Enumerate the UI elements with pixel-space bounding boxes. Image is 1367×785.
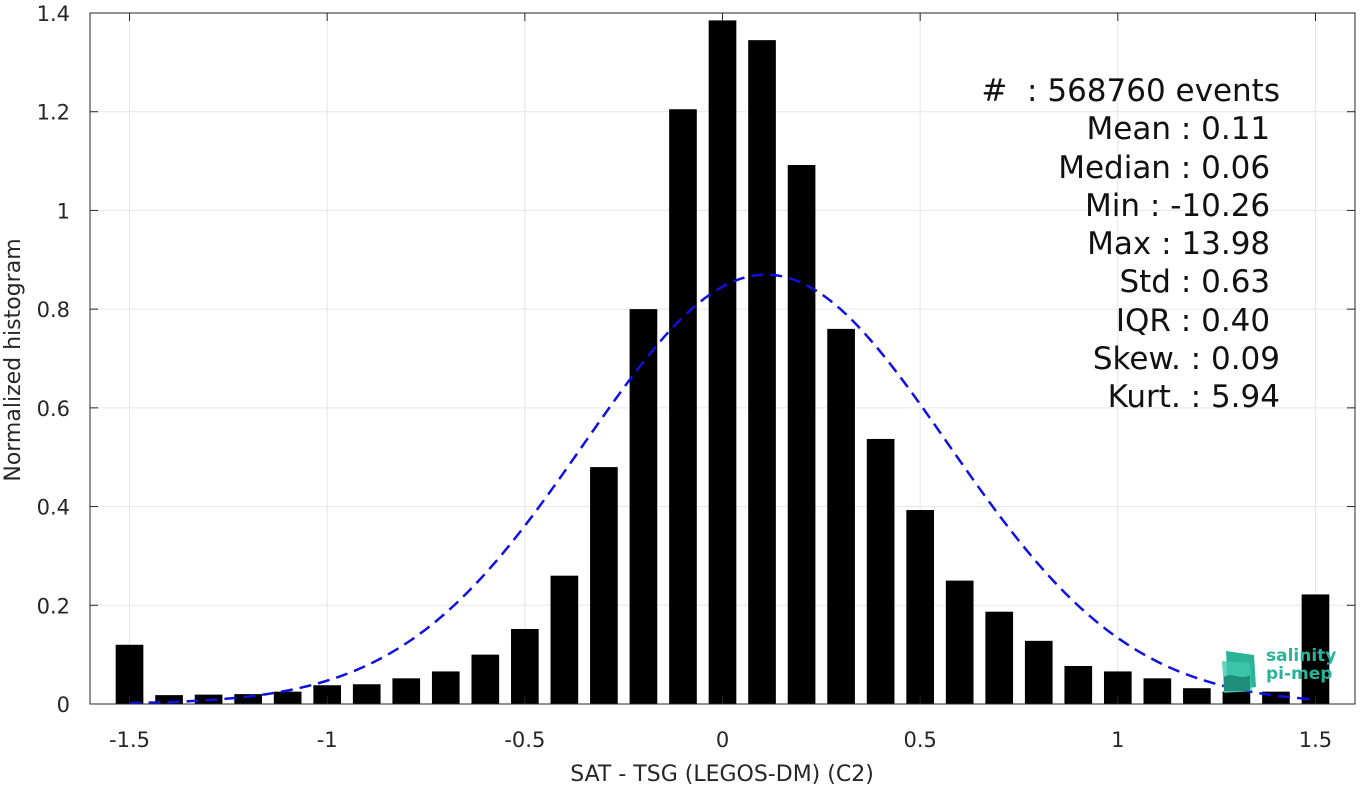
- histogram-bar: [273, 691, 302, 704]
- x-axis-label: SAT - TSG (LEGOS-DM) (C2): [570, 762, 874, 785]
- histogram-bar: [550, 575, 579, 704]
- logo-text: salinity pi-mep: [1266, 647, 1336, 683]
- x-tick-label: -1.5: [109, 728, 150, 752]
- x-tick-label: -1: [317, 728, 338, 752]
- histogram-bar: [629, 309, 658, 704]
- stat-min: Min : -10.26: [1085, 187, 1280, 224]
- histogram-bar: [155, 695, 183, 704]
- histogram-bars: [115, 20, 1330, 705]
- stat-std: Std : 0.63: [1119, 264, 1280, 301]
- x-tick-label: 1.5: [1299, 728, 1332, 752]
- histogram-bar: [1222, 691, 1251, 704]
- stat-iqr: IQR : 0.40: [1115, 302, 1280, 339]
- histogram-bar: [1143, 678, 1172, 704]
- histogram-bar: [906, 510, 934, 704]
- y-tick-label: 0.8: [37, 298, 70, 322]
- x-axis-ticks: -1.5 -1 -0.5 0 0.5 1 1.5: [109, 13, 1332, 752]
- salinity-pimep-logo: salinity pi-mep: [1220, 645, 1350, 695]
- stat-events: # : 568760 events: [981, 73, 1280, 109]
- y-tick-label: 0.4: [37, 496, 70, 520]
- histogram-bar: [1183, 688, 1211, 704]
- x-tick-label: 0.5: [903, 728, 936, 752]
- histogram-bar: [945, 580, 974, 704]
- x-tick-label: 0: [716, 728, 729, 752]
- histogram-bar: [1024, 640, 1053, 704]
- logo-line1: salinity: [1266, 646, 1337, 666]
- histogram-bar: [352, 684, 381, 704]
- y-tick-label: 1: [57, 199, 70, 223]
- stat-kurt: Kurt. : 5.94: [1107, 379, 1280, 416]
- gaussian-fit-curve: [129, 273, 1316, 705]
- logo-line2: pi-mep: [1266, 664, 1333, 684]
- y-tick-label: 1.4: [37, 2, 70, 26]
- histogram-bar: [313, 685, 342, 704]
- histogram-bar: [748, 40, 776, 705]
- histogram-bar: [511, 628, 539, 704]
- y-tick-label: 1.2: [37, 101, 70, 125]
- statistics-panel: # : 568760 events Mean : 0.11 Median : 0…: [940, 72, 1280, 417]
- histogram-bar: [431, 671, 460, 704]
- x-tick-label: 1: [1111, 728, 1124, 752]
- histogram-bar: [392, 678, 421, 704]
- histogram-bar: [471, 654, 500, 704]
- stat-max: Max : 13.98: [1087, 226, 1280, 263]
- histogram-bar: [1301, 594, 1330, 704]
- stat-median: Median : 0.06: [1058, 149, 1280, 186]
- histogram-bar: [590, 467, 618, 704]
- y-tick-label: 0.6: [37, 397, 70, 421]
- stat-skew: Skew. : 0.09: [1092, 341, 1280, 378]
- histogram-bar: [985, 611, 1014, 704]
- y-tick-label: 0.2: [37, 594, 70, 618]
- y-axis-ticks: 0 0.2 0.4 0.6 0.8 1 1.2 1.4: [37, 2, 1355, 717]
- histogram-bar: [115, 644, 144, 704]
- histogram-bar: [708, 20, 737, 705]
- y-tick-label: 0: [57, 693, 70, 717]
- stat-mean: Mean : 0.11: [1086, 111, 1280, 148]
- histogram-bar: [1064, 665, 1093, 704]
- histogram-bar: [866, 438, 895, 704]
- histogram-bar: [669, 109, 697, 704]
- histogram-bar: [787, 165, 816, 704]
- y-axis-label: Normalized histogram: [1, 238, 26, 481]
- histogram-bar: [827, 328, 855, 704]
- salinity-logo-icon: [1222, 651, 1256, 693]
- x-tick-label: -0.5: [504, 728, 545, 752]
- histogram-bar: [234, 694, 262, 704]
